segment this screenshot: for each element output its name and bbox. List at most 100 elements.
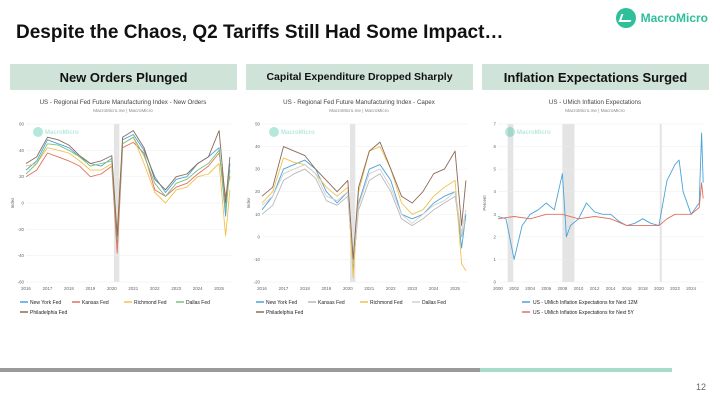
- x-tick-label: 2016: [622, 286, 632, 291]
- legend-label: Philadelphia Fed: [30, 310, 67, 316]
- chart-subtitle: MacroMicro.me | MacroMicro: [329, 108, 389, 113]
- watermark-text: MacroMicro: [281, 130, 315, 136]
- x-tick-label: 2017: [43, 286, 53, 291]
- recession-band: [659, 124, 662, 282]
- x-tick-label: 2024: [686, 286, 696, 291]
- legend-label: Kansas Fed: [318, 300, 345, 306]
- x-tick-label: 2017: [279, 286, 289, 291]
- legend-label: Kansas Fed: [82, 300, 109, 306]
- x-tick-label: 2021: [128, 286, 138, 291]
- y-tick-label: 7: [494, 122, 497, 127]
- chart-capex: US - Regional Fed Future Manufacturing I…: [246, 90, 473, 340]
- legend-label: Philadelphia Fed: [266, 310, 303, 316]
- y-tick-label: 2: [494, 234, 497, 239]
- chart-inflation: US - UMich Inflation Expectations MacroMi…: [482, 90, 709, 340]
- x-tick-label: 2000: [493, 286, 503, 291]
- x-tick-label: 2022: [150, 286, 160, 291]
- series-line: [261, 168, 467, 265]
- x-tick-label: 2023: [171, 286, 181, 291]
- x-tick-label: 2019: [85, 286, 95, 291]
- slide-title: Despite the Chaos, Q2 Tariffs Still Had …: [16, 22, 504, 43]
- y-axis-label: Percent: [482, 195, 487, 211]
- x-tick-label: 2002: [509, 286, 519, 291]
- series-line: [25, 130, 231, 237]
- x-tick-label: 2006: [541, 286, 551, 291]
- x-tick-label: 2020: [107, 286, 117, 291]
- y-tick-label: 40: [19, 148, 24, 153]
- chart-title: US - Regional Fed Future Manufacturing I…: [40, 99, 207, 106]
- series-line: [497, 132, 704, 260]
- watermark: MacroMicro: [269, 127, 315, 137]
- legend-label: Dallas Fed: [422, 300, 446, 306]
- y-tick-label: 40: [255, 144, 260, 149]
- x-tick-label: 2016: [21, 286, 31, 291]
- x-tick-label: 2004: [525, 286, 535, 291]
- footer-bar-teal: [480, 368, 672, 372]
- y-tick-label: 50: [255, 122, 260, 127]
- x-tick-label: 2019: [321, 286, 331, 291]
- chart-new-orders: US - Regional Fed Future Manufacturing I…: [10, 90, 237, 340]
- series-line: [261, 159, 467, 272]
- x-tick-label: 2025: [450, 286, 460, 291]
- series-line: [25, 136, 231, 241]
- x-tick-label: 2018: [64, 286, 74, 291]
- recession-band: [507, 124, 514, 282]
- x-tick-label: 2025: [214, 286, 224, 291]
- footer-bar-gray: [0, 368, 480, 372]
- legend: New York Fed Kansas Fed Richmond Fed Dallas…: [256, 300, 446, 316]
- logo-text: MacroMicro: [640, 11, 708, 25]
- series-line: [497, 182, 704, 227]
- x-tick-label: 2022: [670, 286, 680, 291]
- chart-capex-svg: US - Regional Fed Future Manufacturing I…: [246, 99, 468, 316]
- y-tick-label: -20: [18, 227, 25, 232]
- panel-header-capex: Capital Expenditure Dropped Sharply: [246, 64, 473, 90]
- page-number: 12: [695, 382, 706, 392]
- x-tick-label: 2022: [386, 286, 396, 291]
- y-axis-label: Index: [10, 197, 15, 209]
- y-tick-label: 1: [494, 257, 497, 262]
- y-tick-label: 6: [494, 144, 497, 149]
- y-tick-label: 0: [22, 201, 25, 206]
- chart-new-orders-svg: US - Regional Fed Future Manufacturing I…: [10, 99, 232, 316]
- x-tick-label: 2023: [407, 286, 417, 291]
- legend-label: New York Fed: [30, 300, 61, 306]
- watermark-icon: [33, 127, 43, 137]
- x-tick-label: 2021: [364, 286, 374, 291]
- y-tick-label: -60: [18, 280, 25, 285]
- legend-label: Richmond Fed: [370, 300, 403, 306]
- legend: US - UMich Inflation Expectations for Ne…: [522, 300, 638, 316]
- x-tick-label: 2018: [638, 286, 648, 291]
- y-tick-label: 20: [255, 189, 260, 194]
- y-tick-label: 60: [19, 122, 24, 127]
- series-line: [25, 136, 231, 237]
- legend-label: Richmond Fed: [134, 300, 167, 306]
- x-tick-label: 2008: [557, 286, 567, 291]
- y-axis-label: Index: [246, 197, 251, 209]
- y-tick-label: -10: [254, 257, 261, 262]
- y-tick-label: 10: [255, 212, 260, 217]
- watermark-text: MacroMicro: [517, 130, 551, 136]
- series-line: [25, 134, 231, 243]
- legend-label: US - UMich Inflation Expectations for Ne…: [533, 300, 638, 306]
- watermark-icon: [269, 127, 279, 137]
- watermark-icon: [505, 127, 515, 137]
- legend-label: New York Fed: [266, 300, 297, 306]
- y-tick-label: 0: [494, 280, 497, 285]
- y-tick-label: -20: [254, 280, 261, 285]
- watermark: MacroMicro: [33, 127, 79, 137]
- y-tick-label: 30: [255, 167, 260, 172]
- panel-header-new-orders: New Orders Plunged: [10, 64, 237, 90]
- y-tick-label: -40: [18, 253, 25, 258]
- watermark-text: MacroMicro: [45, 130, 79, 136]
- logo: MacroMicro: [615, 8, 708, 28]
- chart-title: US - UMich Inflation Expectations: [549, 99, 641, 106]
- chart-inflation-svg: US - UMich Inflation Expectations MacroMi…: [482, 99, 704, 316]
- x-tick-label: 2010: [574, 286, 584, 291]
- series-line: [261, 164, 467, 260]
- x-tick-label: 2018: [300, 286, 310, 291]
- panel-header-inflation: Inflation Expectations Surged: [482, 64, 709, 90]
- recession-band: [349, 124, 356, 282]
- y-tick-label: 0: [258, 234, 261, 239]
- x-tick-label: 2020: [654, 286, 664, 291]
- series-line: [261, 141, 467, 260]
